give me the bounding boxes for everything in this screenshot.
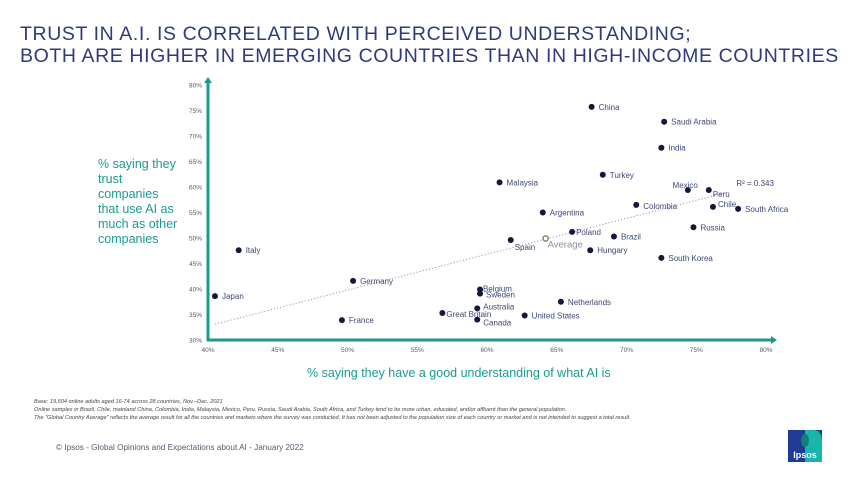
data-point bbox=[705, 187, 712, 194]
page-title: TRUST IN A.I. IS CORRELATED WITH PERCEIV… bbox=[20, 23, 839, 67]
data-point bbox=[690, 224, 697, 231]
y-axis-arrow-icon bbox=[204, 77, 212, 83]
data-point bbox=[661, 118, 668, 125]
y-tick-label: 40% bbox=[189, 287, 202, 294]
footnote-samples: Online samples in Brazil, Chile, mainlan… bbox=[34, 407, 567, 413]
y-tick-label: 80% bbox=[189, 83, 202, 90]
data-point bbox=[684, 187, 691, 194]
average-label: Average bbox=[548, 240, 583, 251]
data-point bbox=[474, 316, 481, 323]
data-point bbox=[658, 254, 665, 261]
footnote-base: Base: 19,504 online adults aged 16-74 ac… bbox=[34, 399, 223, 405]
data-point-label: Sweden bbox=[486, 291, 515, 300]
data-point bbox=[610, 233, 617, 240]
data-point-label: India bbox=[668, 144, 686, 153]
data-point bbox=[211, 293, 218, 300]
y-tick-label: 50% bbox=[189, 236, 202, 243]
data-point-label: Germany bbox=[360, 277, 393, 286]
logo-mark-icon bbox=[801, 434, 809, 447]
title-line-1: TRUST IN A.I. IS CORRELATED WITH PERCEIV… bbox=[20, 23, 692, 45]
data-point-label: France bbox=[349, 316, 374, 325]
footnotes: Base: 19,504 online adults aged 16-74 ac… bbox=[34, 398, 631, 422]
data-point-label: Peru bbox=[713, 190, 730, 199]
data-point-label: Australia bbox=[483, 302, 515, 311]
data-point-label: Japan bbox=[222, 292, 244, 301]
data-point-label: Chile bbox=[718, 200, 737, 209]
data-point-label: Turkey bbox=[610, 171, 634, 180]
x-tick-label: 50% bbox=[341, 347, 354, 354]
r-squared-label: R² = 0.343 bbox=[736, 179, 774, 188]
x-axis-title: % saying they have a good understanding … bbox=[307, 366, 611, 380]
data-point bbox=[477, 290, 484, 297]
data-point-label: Saudi Arabia bbox=[671, 118, 717, 127]
data-point-label: Malaysia bbox=[507, 178, 539, 187]
x-tick-label: 70% bbox=[620, 347, 633, 354]
data-point bbox=[587, 247, 594, 254]
data-point bbox=[474, 305, 481, 312]
data-point bbox=[350, 277, 357, 284]
data-point-label: Netherlands bbox=[568, 298, 611, 307]
y-tick-label: 65% bbox=[189, 159, 202, 166]
data-point bbox=[569, 228, 576, 235]
data-point-label: South Africa bbox=[745, 205, 789, 214]
x-tick-label: 55% bbox=[411, 347, 424, 354]
y-axis-title: % saying they trust companies that use A… bbox=[98, 157, 178, 246]
data-point-label: Brazil bbox=[621, 232, 641, 241]
data-point bbox=[709, 203, 716, 210]
data-point-label: Mexico bbox=[673, 181, 699, 190]
copyright-footer: © Ipsos - Global Opinions and Expectatio… bbox=[56, 443, 304, 452]
data-point-label: Great Britain bbox=[446, 310, 491, 319]
x-tick-label: 80% bbox=[759, 347, 772, 354]
trendline bbox=[214, 191, 729, 325]
data-point-label: Italy bbox=[246, 246, 261, 255]
title-line-2: BOTH ARE HIGHER IN EMERGING COUNTRIES TH… bbox=[20, 45, 839, 67]
data-point bbox=[338, 317, 345, 324]
y-tick-label: 70% bbox=[189, 134, 202, 141]
y-tick-label: 75% bbox=[189, 108, 202, 115]
data-point-label: Colombia bbox=[643, 202, 677, 211]
x-tick-label: 60% bbox=[480, 347, 493, 354]
logo-teal-panel bbox=[805, 430, 822, 462]
data-point-label: Russia bbox=[700, 223, 725, 232]
data-point bbox=[557, 298, 564, 305]
data-point bbox=[507, 237, 514, 244]
x-tick-label: 40% bbox=[201, 347, 214, 354]
data-point bbox=[539, 209, 546, 216]
y-tick-label: 60% bbox=[189, 185, 202, 192]
data-point-label: Canada bbox=[483, 319, 512, 328]
x-axis-arrow-icon bbox=[771, 336, 777, 344]
data-point-label: South Korea bbox=[668, 254, 713, 263]
y-tick-label: 55% bbox=[189, 210, 202, 217]
data-point bbox=[633, 201, 640, 208]
data-point-label: Argentina bbox=[550, 209, 585, 218]
data-point-label: China bbox=[599, 103, 620, 112]
data-point-label: Poland bbox=[576, 228, 601, 237]
data-point bbox=[496, 179, 503, 186]
ipsos-logo: Ipsos bbox=[788, 430, 822, 462]
data-point bbox=[521, 312, 528, 319]
data-point bbox=[439, 309, 446, 316]
x-tick-label: 45% bbox=[271, 347, 284, 354]
logo-text: Ipsos bbox=[793, 450, 817, 460]
data-point bbox=[735, 205, 742, 212]
y-tick-label: 35% bbox=[189, 312, 202, 319]
x-tick-label: 75% bbox=[690, 347, 703, 354]
data-point-label: Hungary bbox=[597, 246, 627, 255]
data-point bbox=[235, 247, 242, 254]
data-point-label: United States bbox=[532, 312, 580, 321]
data-point bbox=[599, 171, 606, 178]
footnote-average: The "Global Country Average" reflects th… bbox=[34, 415, 631, 421]
average-point bbox=[542, 235, 549, 242]
data-point-label: Spain bbox=[515, 243, 535, 252]
y-tick-label: 45% bbox=[189, 261, 202, 268]
data-point-label: Belgium bbox=[483, 285, 512, 294]
y-tick-label: 30% bbox=[189, 338, 202, 345]
x-tick-label: 65% bbox=[550, 347, 563, 354]
data-point bbox=[658, 144, 665, 151]
data-point bbox=[588, 103, 595, 110]
